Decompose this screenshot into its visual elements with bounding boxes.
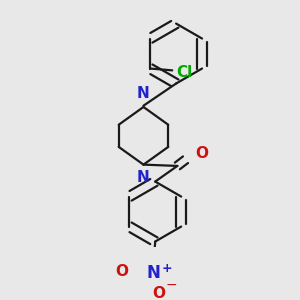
Text: Cl: Cl bbox=[176, 65, 192, 80]
Text: O: O bbox=[195, 146, 208, 161]
Text: +: + bbox=[162, 262, 172, 275]
Text: −: − bbox=[165, 278, 177, 292]
Text: O: O bbox=[115, 263, 128, 278]
Text: N: N bbox=[147, 264, 161, 282]
Text: O: O bbox=[152, 286, 165, 300]
Text: N: N bbox=[137, 170, 150, 185]
Text: N: N bbox=[137, 86, 150, 101]
